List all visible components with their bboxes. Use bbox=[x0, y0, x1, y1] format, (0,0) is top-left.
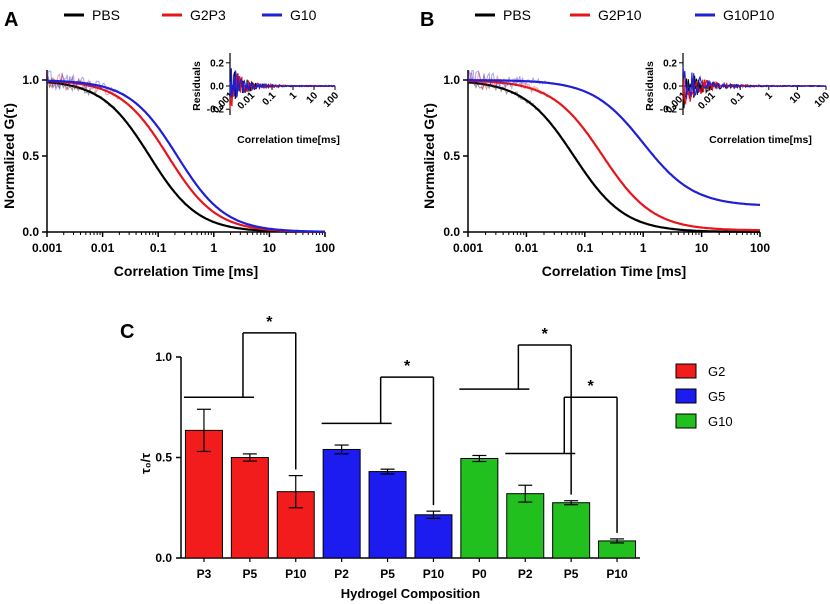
inset-x-tick-label: 0.1 bbox=[261, 90, 279, 108]
x-tick-label: 0.01 bbox=[91, 241, 115, 255]
x-tick-label: 0.001 bbox=[453, 241, 483, 255]
bar-category-label: P2 bbox=[518, 567, 533, 581]
fit-line-pbs bbox=[46, 81, 325, 233]
x-tick-label: 100 bbox=[315, 241, 335, 255]
bar-g10-p2 bbox=[506, 493, 545, 559]
inset-x-tick-label: 10 bbox=[304, 90, 320, 106]
y-tick-label: 0.5 bbox=[443, 149, 460, 163]
x-tick-label: 0.01 bbox=[515, 241, 539, 255]
inset-x-tick-label: 10 bbox=[788, 90, 804, 106]
x-tick-label: 10 bbox=[695, 241, 709, 255]
bar-g5-p2 bbox=[322, 448, 361, 559]
y-axis-label: Normalized G(τ) bbox=[421, 103, 437, 209]
significance-star: * bbox=[404, 358, 411, 375]
bar-category-label: P3 bbox=[197, 567, 212, 581]
fit-line-g2p3 bbox=[46, 79, 325, 233]
y-tick-label: 0.5 bbox=[22, 149, 39, 163]
data-trace-pbs bbox=[467, 76, 761, 233]
legend-swatch-g10 bbox=[675, 413, 697, 429]
y-tick-label: 0.0 bbox=[443, 225, 460, 239]
bar-category-label: P5 bbox=[243, 567, 258, 581]
bar-category-label: P5 bbox=[380, 567, 395, 581]
legend-label-g10: G10 bbox=[290, 7, 317, 23]
fit-line-g10p10 bbox=[468, 79, 761, 206]
legend-label-g2p10: G2P10 bbox=[598, 7, 642, 23]
bar-g2-p5 bbox=[230, 457, 269, 559]
bar-y-tick-label: 0.0 bbox=[155, 551, 172, 565]
bar-category-label: P0 bbox=[472, 567, 487, 581]
x-axis-label: Correlation Time [ms] bbox=[542, 263, 686, 279]
bar-y-axis-label: τ₀/τ bbox=[138, 453, 153, 474]
fit-line-pbs bbox=[467, 81, 760, 233]
legend-label-pbs: PBS bbox=[92, 7, 120, 23]
inset-y-axis-label: Residuals bbox=[644, 61, 656, 111]
y-tick-label: 0.0 bbox=[22, 225, 39, 239]
x-tick-label: 10 bbox=[263, 241, 277, 255]
inset-y-tick-label: -0.2 bbox=[207, 105, 225, 116]
panel-c: 0.0 0.5 1.0 τ₀/τ Hydrogel Composition P3 P5 P10… bbox=[138, 314, 733, 601]
inset-x-tick-label: 1 bbox=[287, 90, 299, 102]
x-tick-label: 0.1 bbox=[576, 241, 593, 255]
bar-category-label: P10 bbox=[423, 567, 445, 581]
x-axis-label: Correlation Time [ms] bbox=[114, 263, 258, 279]
legend-swatch-g2 bbox=[675, 363, 697, 379]
inset-x-tick-label: 100 bbox=[322, 90, 342, 110]
y-tick-label: 1.0 bbox=[22, 73, 39, 87]
inset-y-axis-label: Residuals bbox=[191, 61, 203, 111]
inset-y-tick-label: -0.2 bbox=[660, 105, 678, 116]
x-tick-label: 0.001 bbox=[32, 241, 62, 255]
panel-label-a: A bbox=[4, 9, 18, 31]
inset-y-tick-label: 0.2 bbox=[210, 58, 224, 69]
residual-trace-g10p10 bbox=[682, 66, 827, 100]
x-tick-label: 100 bbox=[750, 241, 770, 255]
legend-label-g5: G5 bbox=[708, 389, 725, 404]
bar-y-tick-label: 0.5 bbox=[155, 451, 172, 465]
legend-label-g2p3: G2P3 bbox=[190, 7, 226, 23]
bar-y-tick-label: 1.0 bbox=[155, 350, 172, 364]
inset-x-axis-label: Correlation time[ms] bbox=[709, 134, 812, 146]
inset-x-tick-label: 0.1 bbox=[729, 90, 747, 108]
panel-label-b: B bbox=[420, 9, 434, 31]
bar-g10-p0 bbox=[460, 458, 499, 559]
legend-swatch-g5 bbox=[675, 388, 697, 404]
significance-star: * bbox=[266, 314, 273, 331]
significance-star: * bbox=[542, 326, 549, 343]
bar-category-label: P10 bbox=[606, 567, 628, 581]
inset-x-tick-label: 1 bbox=[763, 90, 775, 102]
inset-y-tick-label: 0.0 bbox=[210, 82, 224, 93]
inset-x-tick-label: 0.01 bbox=[236, 90, 258, 112]
y-axis-label: Normalized G(τ) bbox=[1, 103, 17, 209]
bar-g5-p5 bbox=[368, 471, 407, 559]
inset-y-tick-label: 0.0 bbox=[663, 82, 677, 93]
inset-x-tick-label: 0.01 bbox=[696, 90, 718, 112]
inset-x-axis-label: Correlation time[ms] bbox=[237, 134, 340, 146]
bar-category-label: P2 bbox=[334, 567, 349, 581]
inset-y-tick-label: 0.2 bbox=[663, 58, 677, 69]
x-tick-label: 1 bbox=[210, 241, 217, 255]
legend-label-g2: G2 bbox=[708, 364, 725, 379]
significance-star: * bbox=[588, 378, 595, 395]
residual-trace-g10 bbox=[229, 68, 336, 98]
legend-label-pbs: PBS bbox=[503, 7, 531, 23]
bar-g10-p5 bbox=[552, 502, 591, 559]
bar-category-label: P5 bbox=[564, 567, 579, 581]
x-tick-label: 0.1 bbox=[150, 241, 167, 255]
legend-label-g10: G10 bbox=[708, 414, 733, 429]
panel-label-c: C bbox=[120, 321, 134, 343]
bar-category-label: P10 bbox=[285, 567, 307, 581]
inset-x-tick-label: 100 bbox=[813, 90, 830, 110]
data-trace-pbs bbox=[46, 76, 326, 233]
y-tick-label: 1.0 bbox=[443, 73, 460, 87]
x-tick-label: 1 bbox=[640, 241, 647, 255]
fit-line-g2p10 bbox=[467, 79, 760, 232]
bar-x-axis-label: Hydrogel Composition bbox=[341, 586, 480, 601]
legend-label-g10p10: G10P10 bbox=[723, 7, 775, 23]
bar-g5-p10 bbox=[414, 514, 453, 559]
fit-line-g10 bbox=[47, 79, 326, 233]
